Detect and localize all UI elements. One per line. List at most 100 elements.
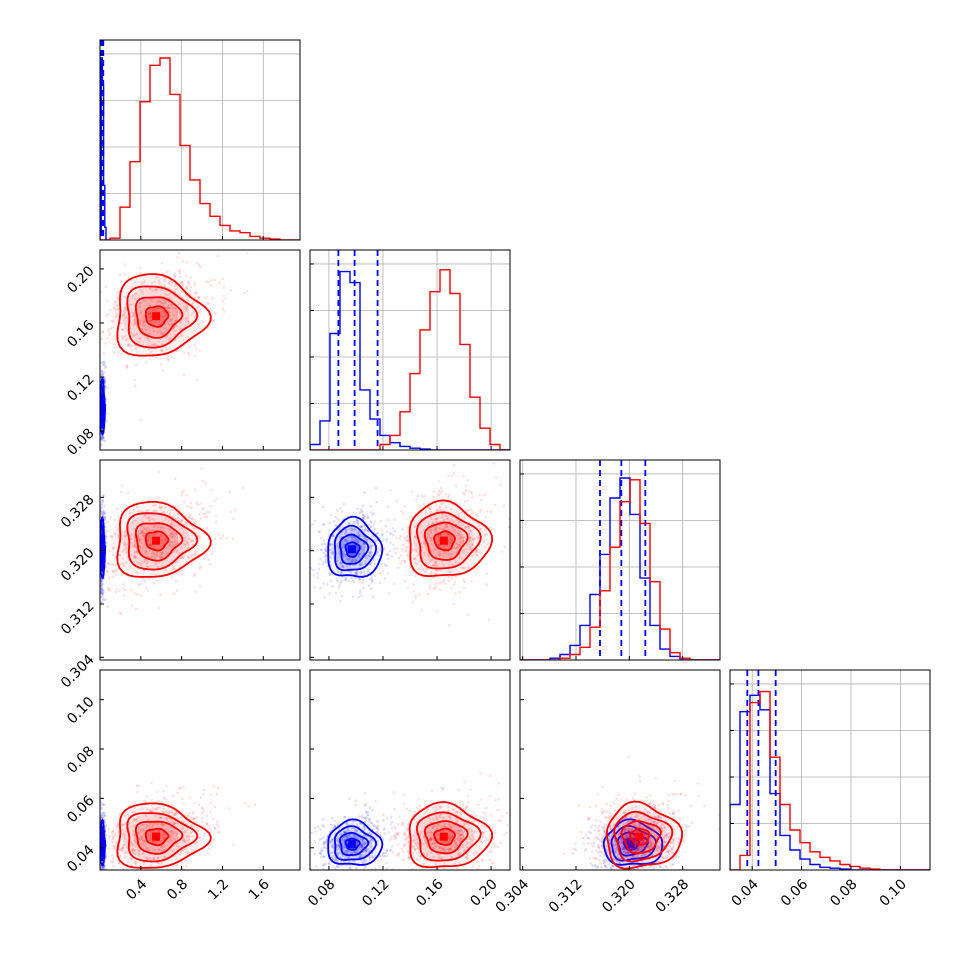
scatter-point (147, 535, 151, 538)
scatter-point (97, 548, 100, 551)
scatter-point (458, 543, 461, 547)
scatter-point (402, 793, 405, 797)
scatter-point (358, 535, 361, 538)
scatter-point (123, 273, 127, 276)
scatter-point (180, 556, 184, 559)
scatter-point (142, 320, 145, 324)
scatter-point (132, 323, 135, 327)
scatter-point (448, 540, 452, 544)
scatter-point (170, 356, 174, 359)
scatter-point (338, 553, 341, 556)
scatter-point (102, 375, 106, 379)
scatter-point (142, 560, 145, 564)
scatter-point (477, 524, 481, 527)
scatter-point (428, 559, 432, 562)
scatter-point (106, 336, 110, 340)
scatter-point (467, 489, 471, 493)
scatter-point (205, 510, 209, 514)
scatter-point (198, 503, 202, 506)
scatter-point (134, 607, 138, 611)
scatter-point (459, 540, 462, 544)
scatter-point (166, 552, 169, 555)
scatter-point (393, 547, 397, 551)
scatter-point (143, 329, 146, 333)
scatter-point (107, 837, 111, 840)
scatter-point (100, 512, 103, 515)
scatter-point (365, 539, 368, 542)
scatter-point (500, 550, 504, 553)
scatter-point (193, 284, 197, 287)
scatter-point (102, 510, 105, 513)
scatter-point (392, 791, 396, 794)
density-peak (347, 545, 356, 554)
scatter-point (340, 546, 344, 550)
scatter-point (133, 281, 137, 284)
scatter-point (352, 543, 356, 546)
scatter-point (303, 844, 306, 847)
scatter-point (102, 833, 106, 837)
scatter-point (344, 578, 348, 581)
scatter-point (102, 494, 106, 497)
scatter-point (106, 530, 109, 533)
scatter-point (450, 508, 453, 511)
scatter-point (129, 303, 133, 307)
scatter-point (422, 880, 425, 883)
scatter-point (97, 581, 100, 584)
scatter-point (157, 299, 161, 303)
scatter-point (101, 885, 104, 888)
scatter-point (371, 535, 375, 538)
scatter-point (211, 318, 215, 322)
scatter-point (413, 536, 417, 539)
scatter-point (92, 362, 95, 365)
scatter-point (142, 314, 146, 318)
scatter-point (391, 526, 394, 530)
contour-line (100, 516, 106, 579)
scatter-point (178, 311, 181, 315)
scatter-point (405, 546, 409, 549)
scatter-point (133, 334, 136, 337)
scatter-point (101, 866, 104, 870)
scatter-point (366, 529, 370, 533)
scatter-point (393, 827, 397, 831)
contour-line (339, 533, 370, 565)
scatter-point (150, 798, 154, 802)
scatter-point (365, 529, 369, 533)
scatter-point (100, 801, 103, 805)
scatter-point (144, 529, 148, 532)
scatter-point (442, 580, 445, 583)
scatter-point (100, 527, 103, 530)
scatter-point (456, 533, 460, 536)
scatter-point (396, 843, 399, 846)
scatter-point (165, 348, 169, 351)
scatter-point (463, 580, 466, 584)
scatter-point (216, 254, 220, 258)
scatter-point (146, 337, 150, 340)
scatter-point (192, 553, 196, 556)
scatter-point (100, 361, 104, 365)
scatter-point (202, 557, 206, 561)
scatter-point (151, 309, 154, 313)
scatter-point (139, 594, 142, 597)
scatter-point (201, 816, 204, 820)
scatter-point (141, 529, 145, 533)
scatter-point (114, 563, 118, 567)
scatter-point (93, 546, 96, 549)
scatter-point (92, 342, 95, 345)
scatter-point (449, 538, 453, 541)
scatter-point (146, 873, 149, 876)
scatter-point (184, 521, 187, 525)
scatter-point (121, 328, 124, 331)
scatter-point (163, 326, 166, 330)
scatter-point (185, 274, 188, 278)
scatter-point (486, 510, 489, 513)
scatter-point (344, 553, 347, 557)
scatter-point (212, 784, 216, 788)
scatter-point (411, 583, 415, 586)
scatter-point (197, 296, 201, 300)
scatter-point (420, 608, 423, 612)
scatter-point (450, 538, 453, 542)
scatter-point (137, 784, 140, 788)
scatter-point (355, 518, 359, 521)
scatter-point (311, 547, 314, 551)
scatter-point (103, 379, 106, 383)
